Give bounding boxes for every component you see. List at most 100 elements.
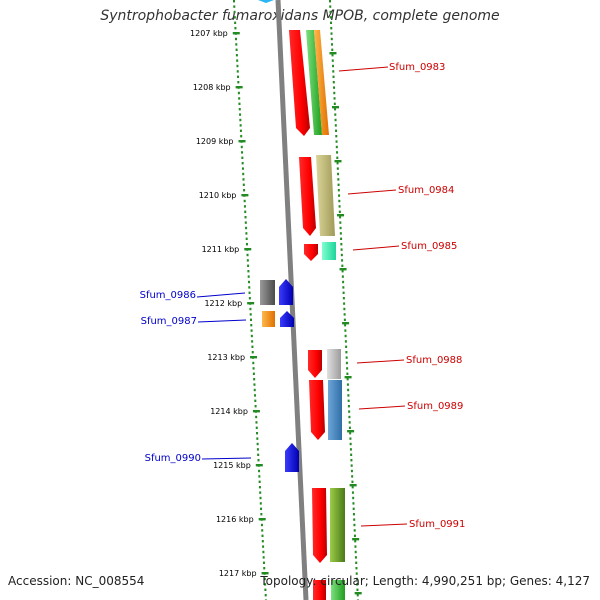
gene-sfum-0986-blue[interactable]: [279, 279, 293, 305]
tick-dot-right: [329, 0, 331, 3]
gene-sfum-0985-red[interactable]: [304, 244, 318, 261]
major-tick-left: [252, 410, 260, 413]
gene-sfum-0989-red[interactable]: [309, 380, 325, 440]
leader-sfum-0983: [338, 66, 389, 72]
tick-dot-right: [355, 567, 358, 570]
tick-dot-left: [235, 48, 238, 51]
gene-neighbor-orange[interactable]: [314, 30, 329, 135]
gene-label-sfum-0985[interactable]: Sfum_0985: [401, 241, 457, 252]
tick-dot-left: [240, 135, 243, 138]
tick-dot-left: [259, 496, 262, 500]
tick-dot-right: [349, 432, 352, 435]
tick-dot-right: [354, 556, 357, 559]
tick-dot-left: [241, 151, 244, 154]
tick-dot-right: [341, 275, 344, 278]
tick-dot-right: [343, 313, 346, 316]
tick-dot-left: [263, 567, 266, 570]
tick-dot-right: [342, 286, 345, 289]
tick-dot-left: [257, 459, 260, 462]
tick-dot-right: [340, 248, 343, 251]
tick-dot-left: [247, 270, 250, 273]
gene-label-sfum-0991[interactable]: Sfum_0991: [409, 519, 465, 530]
leader-sfum-0989: [358, 405, 406, 410]
tick-label: 1217 kbp: [219, 569, 257, 578]
forward-strand-genes: [289, 30, 345, 600]
gene-sfum-0983-block[interactable]: [289, 30, 310, 136]
map-title: Syntrophobacter fumaroxidans MPOB, compl…: [100, 8, 500, 24]
tick-dot-right: [333, 97, 336, 100]
major-tick-left: [247, 302, 255, 305]
gene-sfum-0984-red[interactable]: [299, 157, 316, 236]
tick-dot-left: [248, 297, 251, 300]
tick-dot-left: [238, 108, 241, 111]
tick-dot-left: [238, 102, 241, 105]
tick-dot-right: [345, 361, 348, 365]
gene-sfum-0991-red[interactable]: [312, 488, 327, 563]
gene-label-sfum-0987[interactable]: Sfum_0987: [141, 316, 197, 327]
gene-label-sfum-0984[interactable]: Sfum_0984: [398, 185, 454, 196]
gene-sfum-0986-grey[interactable]: [260, 280, 275, 305]
gene-label-sfum-0988[interactable]: Sfum_0988: [406, 355, 462, 366]
tick-dot-right: [331, 54, 334, 57]
gene-label-sfum-0989[interactable]: Sfum_0989: [407, 401, 463, 412]
tick-label: 1208 kbp: [193, 83, 231, 92]
gene-sfum-0985-mint[interactable]: [322, 242, 336, 260]
gene-label-sfum-0983[interactable]: Sfum_0983: [389, 62, 445, 73]
major-tick-right: [339, 268, 347, 271]
tick-dot-right: [351, 475, 354, 478]
tick-dot-left: [251, 340, 254, 343]
major-tick-right: [329, 52, 337, 55]
tick-dot-right: [347, 399, 350, 402]
major-tick-right: [352, 538, 360, 541]
tick-dot-left: [247, 264, 250, 267]
tick-dot-right: [345, 356, 348, 359]
tick-dot-left: [239, 113, 242, 116]
tick-dot-right: [354, 545, 357, 548]
major-tick-right: [331, 106, 339, 109]
gene-sfum-0991-olive[interactable]: [330, 488, 345, 562]
tick-dot-right: [338, 199, 341, 203]
tick-dot-left: [233, 0, 235, 3]
gene-sfum-0988-grey[interactable]: [327, 349, 341, 379]
tick-dot-left: [235, 43, 238, 46]
tick-dot-right: [353, 534, 356, 537]
tick-dot-right: [338, 210, 341, 213]
tick-dot-left: [245, 237, 248, 240]
tick-dot-left: [259, 502, 262, 505]
gene-bottom-green[interactable]: [331, 580, 345, 600]
tick-dot-left: [252, 361, 255, 365]
genome-summary-text: Topology: circular; Length: 4,990,251 bp…: [260, 574, 590, 588]
tick-dot-left: [246, 259, 249, 262]
tick-dot-right: [337, 178, 340, 181]
gene-label-sfum-0990[interactable]: Sfum_0990: [145, 453, 201, 464]
tick-dot-right: [339, 221, 342, 224]
major-tick-right: [344, 376, 352, 379]
gene-sfum-0987-blue[interactable]: [280, 311, 294, 327]
tick-dot-right: [350, 459, 353, 462]
gene-sfum-0988-red[interactable]: [308, 350, 322, 378]
tick-dot-right: [344, 340, 347, 343]
tick-dot-right: [349, 448, 352, 451]
tick-dot-left: [241, 167, 244, 170]
tick-dot-left: [253, 388, 256, 392]
tick-dot-left: [256, 432, 259, 435]
gene-bottom-red[interactable]: [313, 580, 326, 600]
gene-sfum-0987-orange[interactable]: [262, 311, 275, 327]
tick-dot-right: [350, 469, 353, 473]
gene-label-sfum-0986[interactable]: Sfum_0986: [140, 290, 196, 301]
tick-dot-right: [348, 415, 351, 419]
tick-dot-right: [346, 378, 349, 381]
tick-dot-left: [245, 226, 248, 230]
tick-dot-left: [237, 91, 240, 95]
tick-dot-left: [234, 21, 237, 24]
gene-sfum-0990-blue[interactable]: [285, 443, 299, 472]
tick-dot-right: [339, 216, 342, 219]
tick-dot-right: [330, 32, 333, 35]
tick-dot-right: [352, 496, 355, 500]
gene-sfum-0989-steel[interactable]: [328, 380, 342, 440]
gene-sfum-0984-khaki[interactable]: [316, 155, 335, 236]
gene-neighbor-green[interactable]: [306, 30, 322, 135]
tick-dot-left: [237, 81, 240, 84]
tick-dot-right: [343, 302, 346, 305]
